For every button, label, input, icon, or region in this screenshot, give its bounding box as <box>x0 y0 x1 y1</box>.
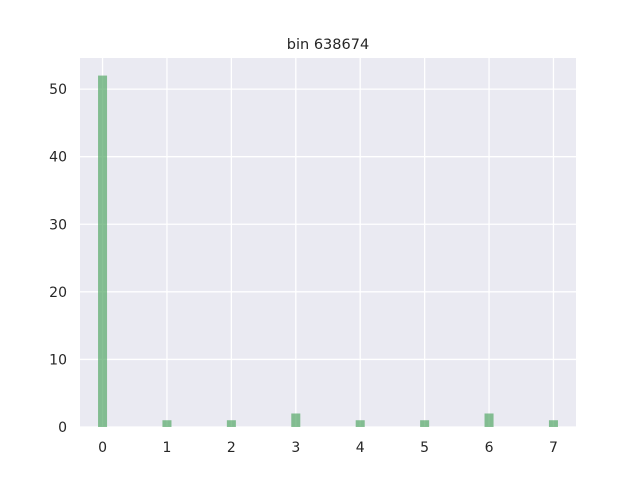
bar <box>548 420 558 427</box>
y-tick-label: 10 <box>49 352 67 368</box>
grid-lines <box>80 58 576 428</box>
x-axis-ticks: 0 1 2 3 4 5 6 7 <box>98 440 558 456</box>
bar <box>98 75 108 428</box>
bar <box>484 413 494 427</box>
x-tick-label: 6 <box>485 440 494 456</box>
bar <box>420 420 430 427</box>
y-tick-label: 0 <box>58 420 67 436</box>
x-tick-label: 1 <box>163 440 172 456</box>
x-tick-label: 5 <box>420 440 429 456</box>
x-tick-label: 7 <box>549 440 558 456</box>
y-tick-label: 40 <box>49 150 67 166</box>
x-tick-label: 4 <box>356 440 365 456</box>
x-tick-label: 2 <box>227 440 236 456</box>
y-tick-label: 20 <box>49 285 67 301</box>
y-tick-label: 30 <box>49 217 67 233</box>
plot-area <box>80 58 576 427</box>
bar <box>226 420 236 427</box>
bars <box>98 75 558 428</box>
y-axis-ticks: 0 10 20 30 40 50 <box>49 82 67 436</box>
bar <box>162 420 172 427</box>
bar <box>355 420 365 427</box>
bar <box>291 413 301 427</box>
chart-title: bin 638674 <box>287 37 369 53</box>
y-tick-label: 50 <box>49 82 67 98</box>
x-tick-label: 3 <box>291 440 300 456</box>
x-tick-label: 0 <box>98 440 107 456</box>
